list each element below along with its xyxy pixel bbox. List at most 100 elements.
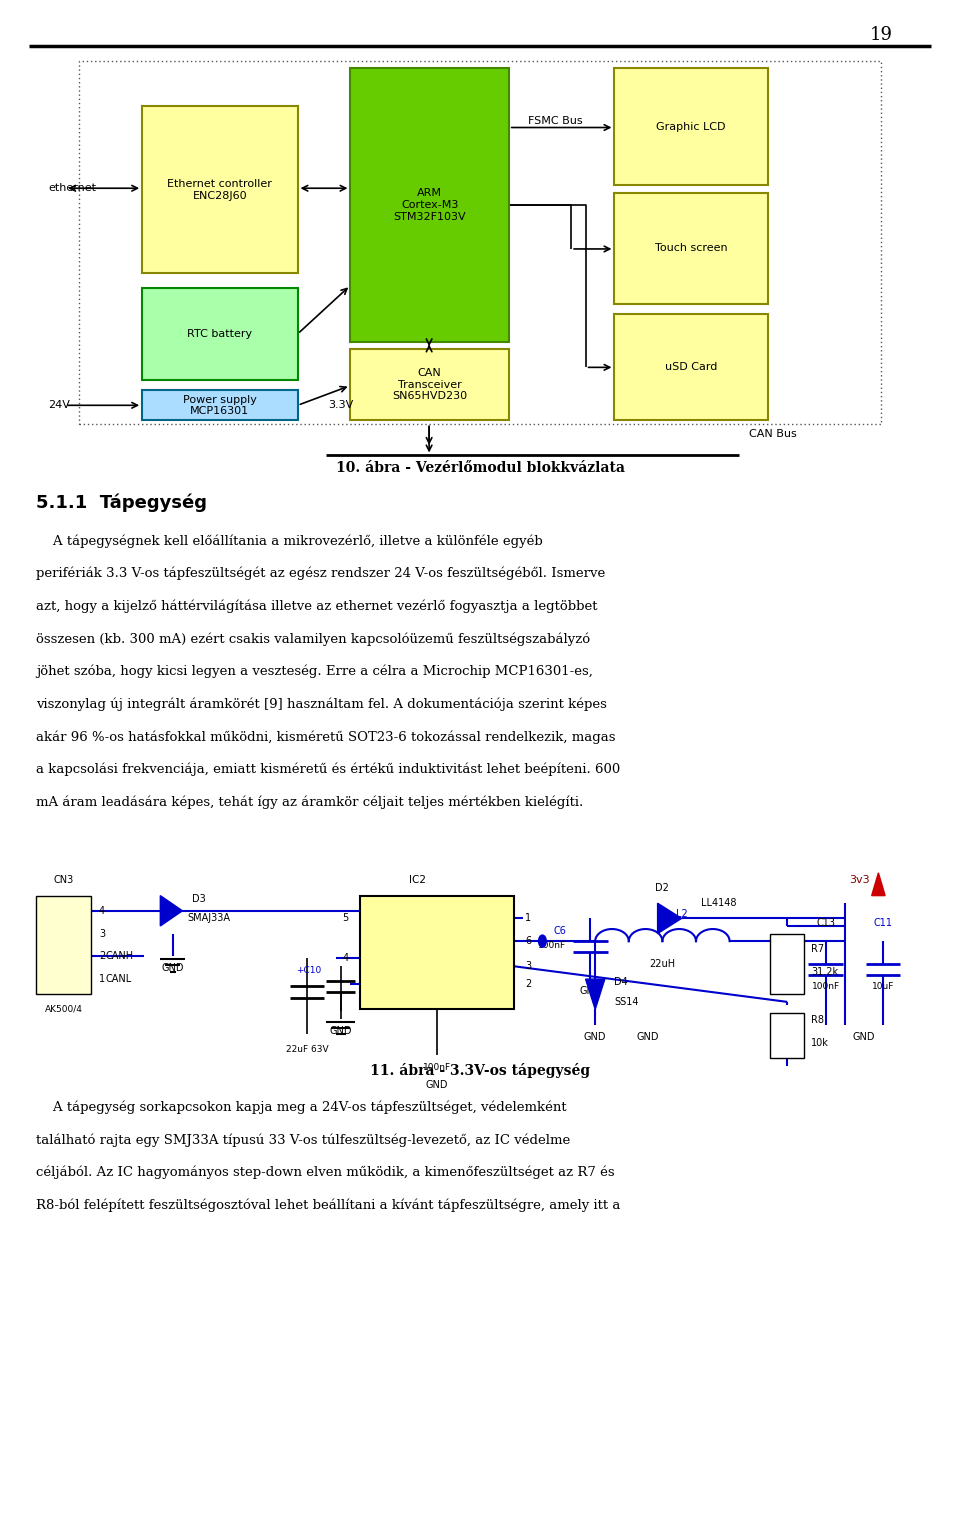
Text: EN: EN	[370, 953, 384, 964]
Text: céljából. Az IC hagyományos step-down elven működik, a kimenőfeszültséget az R7 : céljából. Az IC hagyományos step-down el…	[36, 1166, 615, 1179]
Text: 19: 19	[870, 26, 893, 44]
Text: RTC battery: RTC battery	[187, 329, 252, 339]
Bar	[350, 349, 509, 420]
Bar	[770, 1013, 804, 1058]
Text: FSMC Bus: FSMC Bus	[528, 117, 583, 126]
Text: VFB: VFB	[484, 961, 504, 972]
Bar	[142, 390, 298, 420]
Text: 10uF: 10uF	[872, 982, 895, 991]
Text: GND: GND	[636, 1032, 660, 1041]
Text: D2: D2	[656, 883, 669, 893]
Text: jöhet szóba, hogy kicsi legyen a veszteség. Erre a célra a Microchip MCP16301-es: jöhet szóba, hogy kicsi legyen a vesztes…	[36, 665, 593, 679]
Text: mA áram leadására képes, tehát így az áramkör céljait teljes mértékben kielégíti: mA áram leadására képes, tehát így az ár…	[36, 795, 584, 809]
Text: C11: C11	[874, 918, 893, 927]
Text: 3.3V: 3.3V	[328, 401, 353, 410]
Text: CN3: CN3	[54, 876, 74, 885]
Text: LL4148: LL4148	[701, 899, 736, 908]
Bar	[142, 288, 298, 380]
Bar	[142, 106, 298, 273]
Text: 4: 4	[99, 906, 105, 915]
Text: CANH: CANH	[106, 952, 133, 961]
Text: 31.2k: 31.2k	[811, 967, 838, 976]
Bar	[614, 193, 768, 304]
Polygon shape	[658, 903, 682, 934]
Text: GND: GND	[161, 964, 184, 973]
Bar	[614, 68, 768, 185]
Text: CAN Bus: CAN Bus	[749, 430, 797, 439]
Polygon shape	[586, 979, 605, 1009]
Bar	[360, 896, 514, 1009]
Text: SMAJ33A: SMAJ33A	[187, 914, 230, 923]
Text: azt, hogy a kijelző háttérvilágítása illetve az ethernet vezérlő fogyasztja a le: azt, hogy a kijelző háttérvilágítása ill…	[36, 600, 598, 613]
Text: A tápegységnek kell előállítania a mikrovezérlő, illetve a különféle egyéb: A tápegységnek kell előállítania a mikro…	[36, 534, 543, 548]
Text: R7: R7	[811, 944, 825, 953]
Text: GND: GND	[480, 979, 504, 990]
Text: 100nF: 100nF	[422, 1063, 451, 1072]
Text: 24V: 24V	[48, 401, 70, 410]
Text: IC2: IC2	[409, 876, 426, 885]
Text: Touch screen: Touch screen	[655, 243, 728, 254]
Text: 4: 4	[343, 953, 348, 964]
Text: GND: GND	[776, 1032, 799, 1041]
Text: GND: GND	[329, 1026, 352, 1037]
Text: 3: 3	[525, 961, 531, 972]
Text: 1: 1	[99, 975, 105, 984]
Text: 100nF: 100nF	[811, 982, 840, 991]
Text: AK500/4: AK500/4	[45, 1005, 83, 1014]
Text: 6: 6	[525, 937, 531, 946]
Text: 100nF: 100nF	[539, 941, 566, 950]
Text: A tápegység sorkapcsokon kapja meg a 24V-os tápfeszültséget, védelemként: A tápegység sorkapcsokon kapja meg a 24V…	[36, 1101, 567, 1114]
Text: C12: C12	[362, 976, 379, 985]
Text: összesen (kb. 300 mA) ezért csakis valamilyen kapcsolóüzemű feszültségszabályzó: összesen (kb. 300 mA) ezért csakis valam…	[36, 631, 590, 645]
Text: perifériák 3.3 V-os tápfeszültségét az egész rendszer 24 V-os feszültségéből. Is: perifériák 3.3 V-os tápfeszültségét az e…	[36, 566, 606, 580]
Text: 10k: 10k	[811, 1038, 829, 1047]
Text: VIN: VIN	[370, 914, 388, 923]
Text: MCP16301: MCP16301	[409, 990, 465, 999]
Text: GND: GND	[579, 987, 602, 996]
Bar	[614, 314, 768, 420]
Text: 2: 2	[525, 979, 532, 990]
Text: CANL: CANL	[106, 975, 132, 984]
Text: C6: C6	[554, 926, 566, 935]
Text: D3: D3	[192, 894, 205, 903]
Text: SW: SW	[487, 937, 504, 946]
Text: viszonylag új integrált áramkörét [9] használtam fel. A dokumentációja szerint k: viszonylag új integrált áramkörét [9] ha…	[36, 698, 608, 710]
Polygon shape	[160, 896, 182, 926]
Bar	[350, 68, 509, 342]
Text: R8-ból felépített feszültségosztóval lehet beállítani a kívánt tápfeszültségre, : R8-ból felépített feszültségosztóval leh…	[36, 1199, 621, 1211]
Text: 3: 3	[99, 929, 105, 938]
Text: Power supply
MCP16301: Power supply MCP16301	[183, 395, 256, 416]
Text: uSD Card: uSD Card	[665, 363, 717, 372]
Text: 5.1.1  Tápegység: 5.1.1 Tápegység	[36, 493, 207, 512]
Text: akár 96 %-os hatásfokkal működni, kisméretű SOT23-6 tokozással rendelkezik, maga: akár 96 %-os hatásfokkal működni, kismér…	[36, 730, 616, 744]
Text: GND: GND	[584, 1032, 607, 1041]
Text: 22uH: 22uH	[649, 959, 676, 968]
Bar	[770, 934, 804, 994]
Text: 5: 5	[342, 914, 348, 923]
Text: 22uF 63V: 22uF 63V	[286, 1044, 328, 1053]
Bar	[79, 61, 881, 424]
Text: Graphic LCD: Graphic LCD	[657, 121, 726, 132]
Text: BOOST: BOOST	[468, 914, 504, 923]
Text: C13: C13	[816, 918, 835, 927]
Text: +C10: +C10	[297, 965, 322, 975]
Text: a kapcsolási frekvenciája, emiatt kisméretű és értékű induktivitást lehet beépít: a kapcsolási frekvenciája, emiatt kismér…	[36, 762, 621, 776]
Text: található rajta egy SMJ33A típusú 33 V-os túlfeszültség-levezető, az IC védelme: található rajta egy SMJ33A típusú 33 V-o…	[36, 1132, 571, 1146]
Text: GND: GND	[852, 1032, 876, 1041]
Text: ethernet: ethernet	[48, 184, 96, 193]
Text: Ethernet controller
ENC28J60: Ethernet controller ENC28J60	[167, 179, 273, 200]
Text: 10. ábra - Vezérlőmodul blokkvázlata: 10. ábra - Vezérlőmodul blokkvázlata	[335, 460, 625, 475]
Text: GND: GND	[425, 1081, 448, 1090]
Text: 1: 1	[525, 914, 531, 923]
Text: ARM
Cortex-M3
STM32F103V: ARM Cortex-M3 STM32F103V	[394, 188, 466, 222]
Circle shape	[539, 935, 546, 947]
Text: CAN
Transceiver
SN65HVD230: CAN Transceiver SN65HVD230	[392, 369, 468, 401]
Polygon shape	[872, 873, 885, 896]
Text: L2: L2	[676, 909, 687, 918]
Text: R8: R8	[811, 1016, 825, 1025]
Text: 3v3: 3v3	[850, 876, 870, 885]
Text: 11. ábra - 3.3V-os tápegység: 11. ábra - 3.3V-os tápegység	[370, 1063, 590, 1078]
Bar	[36, 896, 91, 994]
Text: SS14: SS14	[614, 997, 639, 1006]
Text: 2: 2	[99, 952, 106, 961]
